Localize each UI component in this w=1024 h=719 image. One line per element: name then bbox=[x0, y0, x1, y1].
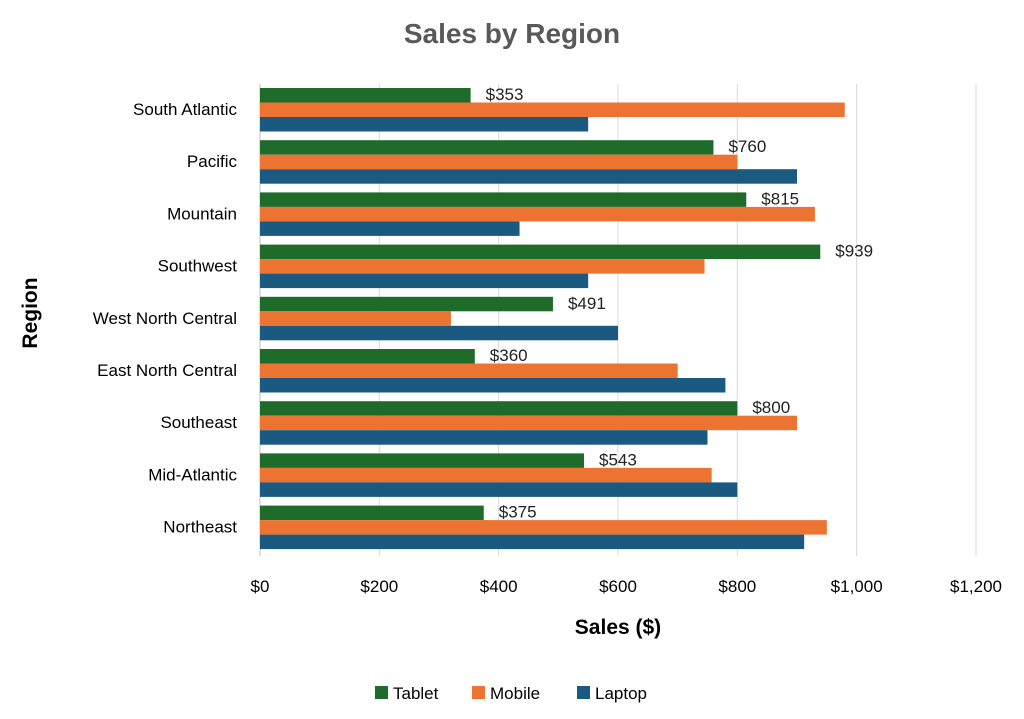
x-tick-label: $1,200 bbox=[950, 577, 1002, 596]
data-labels: $353 $760 $815 $939 $491 $360 $800 $543 $375 bbox=[486, 85, 873, 522]
legend-label-tablet: Tablet bbox=[393, 684, 439, 703]
legend-swatch-laptop bbox=[577, 686, 590, 699]
bar-tablet bbox=[260, 349, 475, 364]
data-label: $939 bbox=[835, 242, 873, 261]
category-label: Northeast bbox=[163, 518, 237, 537]
category-label: Southwest bbox=[158, 257, 238, 276]
category-label: Mountain bbox=[167, 204, 237, 223]
x-tick-label: $400 bbox=[480, 577, 518, 596]
bar-laptop bbox=[260, 430, 708, 445]
bar-laptop bbox=[260, 378, 726, 393]
data-label: $760 bbox=[728, 137, 766, 156]
legend-label-laptop: Laptop bbox=[595, 684, 647, 703]
y-axis-title: Region bbox=[19, 277, 42, 348]
data-label: $491 bbox=[568, 294, 606, 313]
legend: Tablet Mobile Laptop bbox=[375, 684, 647, 703]
category-label: Mid-Atlantic bbox=[148, 465, 237, 484]
bar-tablet bbox=[260, 88, 471, 103]
bar-laptop bbox=[260, 169, 797, 184]
bar-mobile bbox=[260, 363, 678, 378]
x-tick-label: $1,000 bbox=[831, 577, 883, 596]
bar-tablet bbox=[260, 296, 553, 312]
bar-laptop bbox=[260, 534, 805, 550]
bar-mobile bbox=[260, 206, 815, 222]
category-label: East North Central bbox=[97, 361, 237, 380]
data-label: $543 bbox=[599, 450, 637, 469]
x-axis-title: Sales ($) bbox=[575, 616, 661, 639]
x-tick-label: $200 bbox=[360, 577, 398, 596]
legend-label-mobile: Mobile bbox=[490, 684, 540, 703]
category-label: West North Central bbox=[93, 309, 237, 328]
bar-laptop bbox=[260, 325, 618, 341]
data-label: $815 bbox=[761, 189, 799, 208]
bar-laptop bbox=[260, 273, 589, 289]
bar-mobile bbox=[260, 311, 451, 326]
bar-mobile bbox=[260, 259, 705, 274]
bar-tablet bbox=[260, 505, 484, 521]
category-label: Southeast bbox=[160, 413, 237, 432]
bar-laptop bbox=[260, 117, 589, 132]
bars bbox=[260, 88, 845, 550]
data-label: $353 bbox=[486, 85, 524, 104]
bar-laptop bbox=[260, 482, 738, 497]
bar-tablet bbox=[260, 140, 714, 155]
x-tick-label: $600 bbox=[599, 577, 637, 596]
bar-tablet bbox=[260, 192, 747, 207]
bar-tablet bbox=[260, 401, 738, 416]
y-axis-tick-labels: South Atlantic Pacific Mountain Southwest We… bbox=[93, 100, 238, 537]
bar-tablet bbox=[260, 244, 821, 260]
data-label: $360 bbox=[490, 346, 528, 365]
category-label: South Atlantic bbox=[133, 100, 237, 119]
chart-title: Sales by Region bbox=[404, 18, 620, 49]
bar-mobile bbox=[260, 154, 738, 170]
bar-laptop bbox=[260, 221, 520, 236]
bar-tablet bbox=[260, 453, 584, 468]
x-tick-label: $800 bbox=[718, 577, 756, 596]
data-label: $375 bbox=[499, 503, 537, 522]
bar-mobile bbox=[260, 415, 797, 431]
category-label: Pacific bbox=[187, 152, 238, 171]
bar-mobile bbox=[260, 102, 845, 117]
x-axis-tick-labels: $0 $200 $400 $600 $800 $1,000 $1,200 bbox=[251, 577, 1002, 596]
bar-mobile bbox=[260, 520, 827, 535]
data-label: $800 bbox=[752, 398, 790, 417]
x-tick-label: $0 bbox=[251, 577, 270, 596]
legend-swatch-tablet bbox=[375, 686, 388, 699]
bar-mobile bbox=[260, 467, 712, 483]
legend-swatch-mobile bbox=[472, 686, 485, 699]
